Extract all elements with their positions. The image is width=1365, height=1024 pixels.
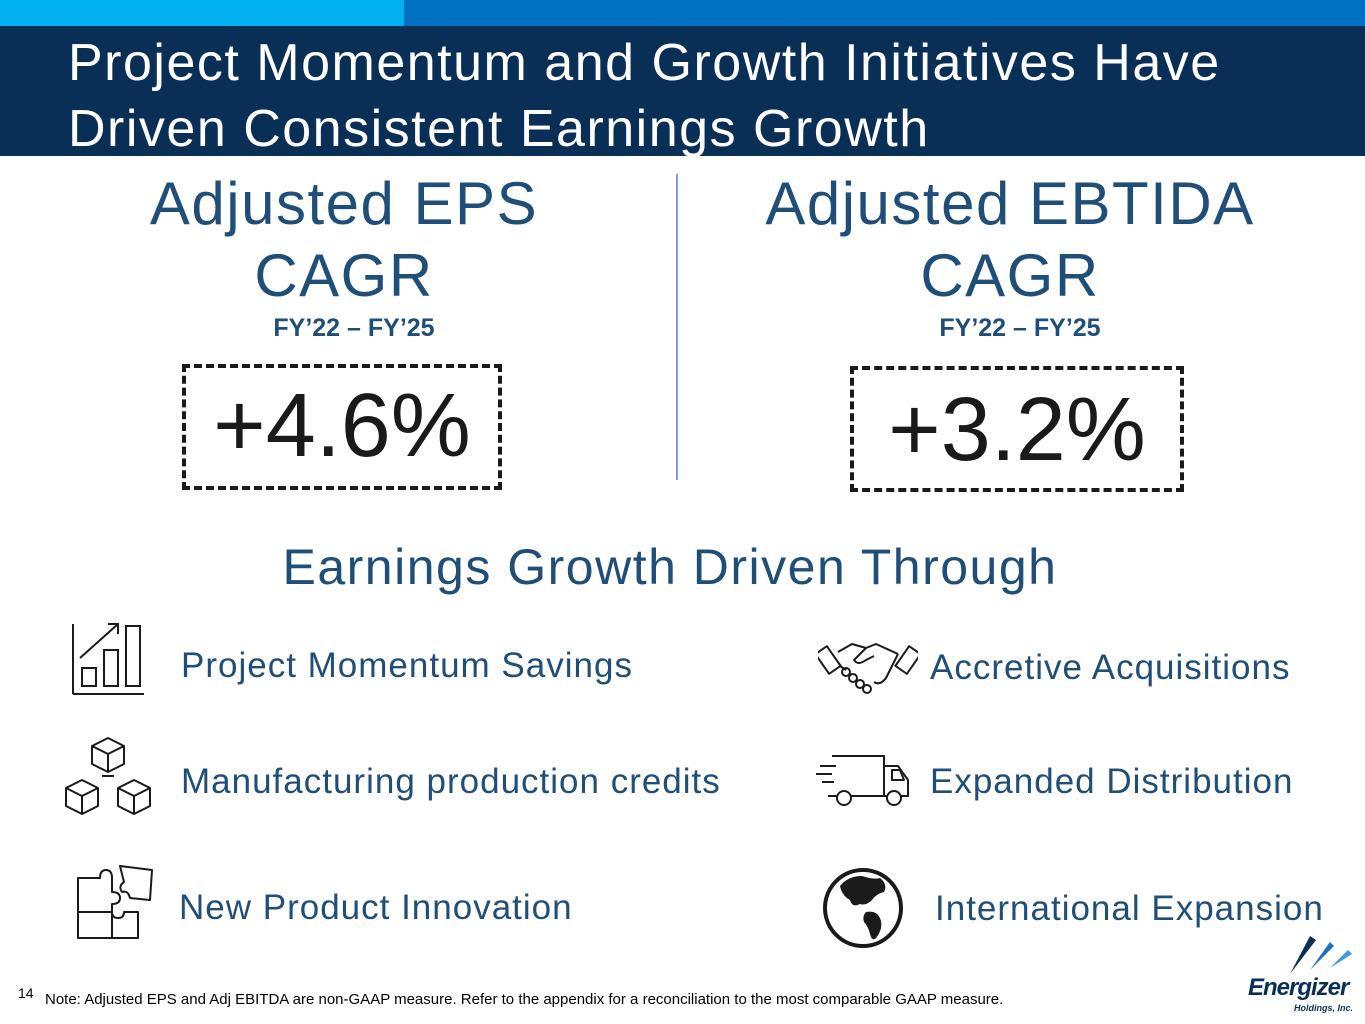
driver-manufacturing-production-credits: Manufacturing production credits [181, 762, 721, 801]
energizer-logo: Energizer Holdings, Inc. [1244, 934, 1360, 1018]
kpi-ebitda-title-line1: Adjusted EBTIDA [765, 170, 1255, 237]
title-banner [0, 26, 1365, 156]
top-accent-bar-dark [404, 0, 1365, 26]
top-accent-bar-light [0, 0, 404, 26]
slide-title: Project Momentum and Growth Initiatives … [68, 34, 1221, 158]
kpi-ebitda-title-line2: CAGR [920, 242, 1100, 309]
driver-accretive-acquisitions: Accretive Acquisitions [930, 648, 1291, 687]
kpi-ebitda-period: FY’22 – FY’25 [939, 314, 1101, 342]
kpi-eps-title-line2: CAGR [254, 242, 434, 309]
kpi-eps-period: FY’22 – FY’25 [273, 314, 435, 342]
energizer-logo-mark-icon [1290, 936, 1352, 974]
drivers-heading: Earnings Growth Driven Through [282, 539, 1058, 595]
kpi-eps-value: +4.6% [213, 376, 471, 476]
handshake-icon [818, 643, 918, 694]
footnote: Note: Adjusted EPS and Adj EBITDA are no… [45, 991, 1004, 1008]
driver-new-product-innovation: New Product Innovation [179, 888, 573, 927]
delivery-truck-icon [816, 755, 909, 806]
page-number: 14 [18, 985, 34, 1001]
kpi-ebitda-title: Adjusted EBTIDA CAGR [720, 168, 1300, 312]
kpi-ebitda-value: +3.2% [888, 380, 1146, 480]
logo-wordmark: Energizer [1248, 974, 1349, 1001]
puzzle-pieces-icon [77, 865, 153, 939]
kpi-eps-box: +4.6% [182, 364, 502, 490]
kpi-eps-title-line1: Adjusted EPS [149, 170, 539, 237]
driver-international-expansion: International Expansion [935, 889, 1324, 928]
kpi-divider [676, 174, 678, 480]
stacked-boxes-icon [65, 737, 151, 815]
kpi-ebitda-box: +3.2% [850, 366, 1184, 492]
globe-icon [823, 868, 903, 948]
kpi-eps-title: Adjusted EPS CAGR [94, 168, 594, 312]
logo-subtext: Holdings, Inc. [1294, 1003, 1354, 1013]
driver-expanded-distribution: Expanded Distribution [930, 762, 1294, 801]
bar-chart-growth-icon [72, 623, 144, 695]
driver-project-momentum-savings: Project Momentum Savings [181, 646, 633, 685]
